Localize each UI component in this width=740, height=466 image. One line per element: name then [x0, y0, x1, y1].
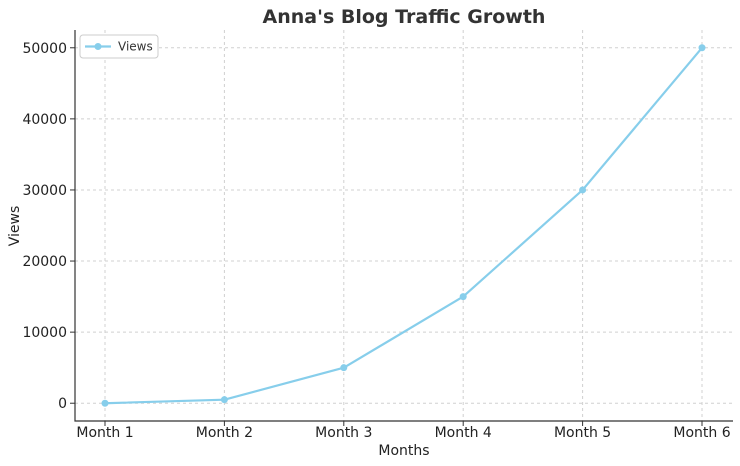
- x-tick-label: Month 5: [554, 425, 611, 441]
- y-tick-label: 50000: [22, 41, 67, 57]
- data-point-views: [698, 44, 706, 52]
- data-point-views: [579, 186, 587, 194]
- data-point-views: [101, 399, 109, 407]
- data-point-views: [220, 396, 228, 404]
- y-tick-label: 20000: [22, 254, 67, 270]
- y-axis-label: Views: [7, 206, 23, 247]
- y-axis: 0 10000 20000 30000 40000 50000: [22, 41, 75, 412]
- y-tick-label: 30000: [22, 183, 67, 199]
- axis-spines: [74, 30, 733, 422]
- y-tick-label: 10000: [22, 325, 67, 341]
- data-point-views: [340, 364, 348, 372]
- y-tick-label: 0: [58, 396, 67, 412]
- x-tick-label: Month 4: [435, 425, 492, 441]
- legend-box: [79, 34, 159, 59]
- legend: Views: [79, 34, 159, 59]
- x-tick-label: Month 1: [76, 425, 133, 441]
- chart-title: Anna's Blog Traffic Growth: [263, 6, 546, 28]
- series-line-views: [104, 47, 703, 405]
- legend-label: Views: [118, 40, 153, 54]
- x-tick-label: Month 6: [673, 425, 730, 441]
- legend-marker-icon: [94, 43, 102, 50]
- grid: [75, 30, 733, 421]
- x-axis: Month 1 Month 2 Month 3 Month 4 Month 5 Month…: [76, 421, 731, 441]
- data-point-views: [459, 293, 467, 301]
- x-tick-label: Month 3: [315, 425, 372, 441]
- y-tick-label: 40000: [22, 112, 67, 128]
- axes-frame: [74, 30, 733, 422]
- x-axis-label: Months: [378, 443, 429, 459]
- x-tick-label: Month 2: [196, 425, 253, 441]
- series-layer: [101, 44, 706, 407]
